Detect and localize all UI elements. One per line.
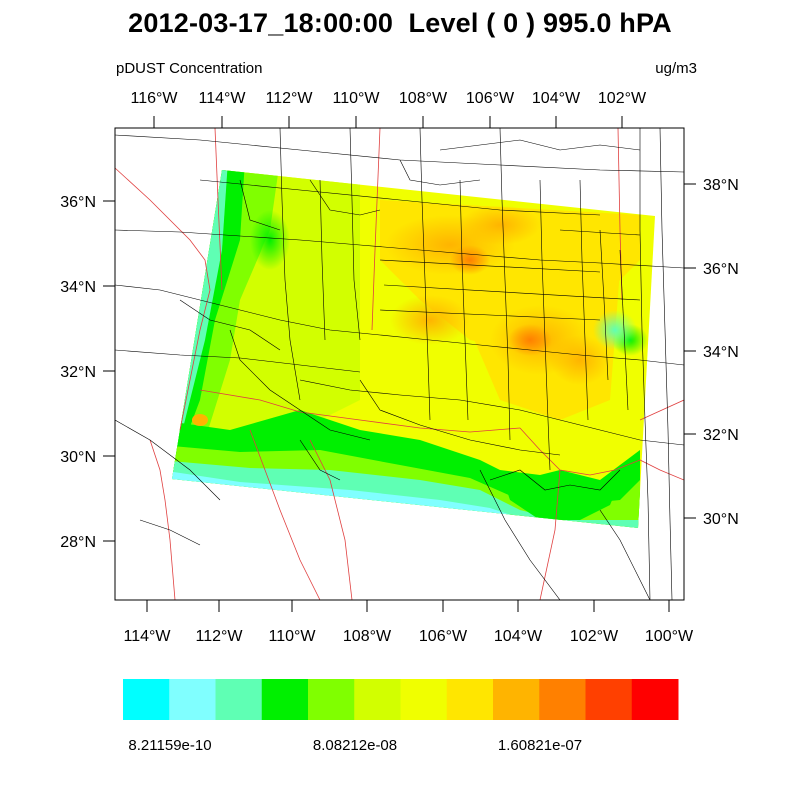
top-axis-labels: 116°W 114°W 112°W 110°W 108°W 106°W 104°… xyxy=(130,90,647,107)
left-axis-label: 28°N xyxy=(60,534,96,551)
top-axis-label: 110°W xyxy=(332,90,380,107)
top-axis-label: 108°W xyxy=(399,90,448,107)
colorbar-swatch xyxy=(123,679,170,720)
top-axis-label: 114°W xyxy=(198,90,246,107)
map-frame xyxy=(114,127,685,601)
colorbar xyxy=(123,679,679,720)
top-axis-label: 116°W xyxy=(130,90,178,107)
bottom-axis-labels: 114°W 112°W 110°W 108°W 106°W 104°W 102°… xyxy=(123,628,694,645)
left-axis-label: 30°N xyxy=(60,449,96,466)
bottom-axis-label: 110°W xyxy=(268,628,316,645)
left-axis-labels: 36°N 34°N 32°N 30°N 28°N xyxy=(60,194,96,551)
colorbar-swatch xyxy=(354,679,401,720)
right-axis-label: 30°N xyxy=(703,511,739,528)
axis-ticks xyxy=(103,116,696,612)
bottom-axis-label: 104°W xyxy=(494,628,543,645)
right-axis-labels: 38°N 36°N 34°N 32°N 30°N xyxy=(703,177,739,528)
top-axis-label: 106°W xyxy=(466,90,515,107)
bottom-axis-label: 108°W xyxy=(343,628,392,645)
left-axis-label: 32°N xyxy=(60,364,96,381)
colorbar-label-high: 1.60821e-07 xyxy=(498,737,582,754)
right-axis-label: 36°N xyxy=(703,261,739,278)
left-axis-label: 34°N xyxy=(60,279,96,296)
colorbar-swatch xyxy=(631,679,679,720)
colorbar-labels: 8.21159e-10 8.08212e-08 1.60821e-07 xyxy=(128,737,582,754)
colorbar-label-low: 8.21159e-10 xyxy=(128,737,211,754)
colorbar-swatch xyxy=(215,679,263,720)
bottom-axis-label: 114°W xyxy=(123,628,171,645)
colorbar-swatch xyxy=(446,679,494,720)
units-label: ug/m3 xyxy=(655,60,697,77)
variable-label: pDUST Concentration xyxy=(116,60,263,77)
concentration-field xyxy=(172,170,655,528)
top-axis-label: 104°W xyxy=(532,90,581,107)
colorbar-swatch xyxy=(400,679,448,720)
bottom-axis-label: 100°W xyxy=(645,628,694,645)
colorbar-swatch xyxy=(493,679,540,720)
map-frame-area xyxy=(115,128,684,600)
colorbar-swatch xyxy=(585,679,633,720)
right-axis-label: 38°N xyxy=(703,177,739,194)
right-axis-label: 34°N xyxy=(703,344,739,361)
colorbar-swatch xyxy=(261,679,309,720)
colorbar-swatch xyxy=(539,679,586,720)
colorbar-swatch xyxy=(169,679,216,720)
left-axis-label: 36°N xyxy=(60,194,96,211)
bottom-axis-label: 106°W xyxy=(419,628,468,645)
colorbar-label-mid: 8.08212e-08 xyxy=(313,737,397,754)
bottom-axis-label: 112°W xyxy=(195,628,243,645)
map-title: 2012-03-17_18:00:00 Level ( 0 ) 995.0 hP… xyxy=(128,8,672,38)
bottom-axis-label: 102°W xyxy=(570,628,619,645)
top-axis-label: 112°W xyxy=(265,90,313,107)
state-boundaries xyxy=(115,128,684,600)
top-axis-label: 102°W xyxy=(598,90,647,107)
country-borders xyxy=(115,128,684,600)
colorbar-swatch xyxy=(308,679,355,720)
right-axis-label: 32°N xyxy=(703,427,739,444)
